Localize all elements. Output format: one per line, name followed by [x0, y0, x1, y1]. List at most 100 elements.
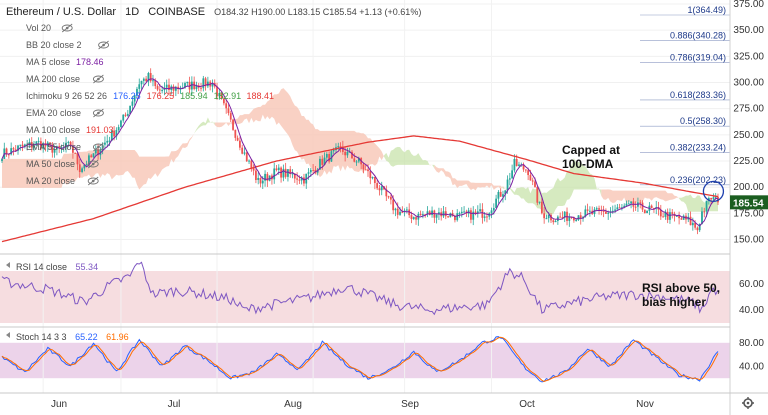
rsi-legend-value: 55.34: [76, 262, 99, 272]
price-tick-label: 175.00: [733, 208, 764, 219]
candle-body: [179, 88, 182, 90]
ma100-line: [1, 135, 719, 243]
candle-body: [250, 160, 253, 168]
candle-body: [110, 130, 113, 141]
last-price-text: 185.54: [733, 198, 764, 209]
last-price-badge-bg: [730, 195, 768, 210]
indicator-label: EMA 55 close: [26, 142, 81, 152]
symbol-title: Ethereum / U.S. Dollar: [6, 6, 116, 18]
eye-slash: [93, 108, 104, 118]
candle-body: [106, 140, 109, 143]
candle-body: [376, 183, 379, 189]
candle-body: [339, 146, 342, 148]
time-tick-label: Sep: [401, 399, 419, 410]
candle-body: [415, 217, 417, 220]
candle-body: [74, 152, 77, 154]
eye-outline: [61, 24, 73, 32]
candle-body: [355, 161, 358, 163]
candle-body: [511, 170, 514, 179]
collapse-caret-icon[interactable]: [6, 262, 10, 268]
indicator-label: Ichimoku 9 26 52 26 176.25 176.25 185.94 182…: [26, 91, 274, 101]
fib-label: 0.236(202.23): [670, 175, 726, 185]
candle-body: [346, 151, 349, 156]
candle-body: [184, 83, 186, 88]
ohlc-values: O184.32 H190.00 L183.15 C185.54 +1.13 (+…: [214, 7, 421, 17]
candle-body: [518, 164, 520, 167]
candle-body: [689, 216, 692, 226]
candle-body: [287, 169, 289, 177]
last-price-badge: 185.54: [730, 195, 768, 210]
stoch-tick-label: 80.00: [739, 338, 764, 349]
candle-body: [243, 152, 246, 154]
visibility-eye-icon[interactable]: [61, 23, 73, 33]
candle-body: [524, 169, 527, 171]
candle-body: [284, 168, 287, 177]
candle-body: [367, 169, 369, 172]
candle-body: [56, 146, 58, 150]
candle-body: [264, 173, 266, 181]
candle-body: [586, 209, 589, 211]
candle-body: [97, 149, 99, 156]
candle-body: [90, 155, 93, 158]
candle-body: [630, 201, 632, 204]
candle-body: [168, 84, 170, 91]
candle-body: [691, 222, 694, 226]
candle-body: [85, 164, 88, 166]
candle-body: [190, 81, 193, 90]
candle-body: [458, 213, 461, 215]
visibility-eye-icon[interactable]: [92, 142, 104, 152]
candle-body: [387, 196, 390, 198]
price-tick-label: 150.00: [733, 235, 764, 246]
indicator-label: BB 20 close 2: [26, 40, 82, 50]
candle-body: [621, 207, 623, 209]
candle-body: [298, 179, 301, 181]
ma5-line: [1, 78, 719, 227]
candle-body: [666, 211, 669, 220]
candle-body: [312, 169, 315, 171]
candle-body: [108, 140, 111, 142]
candle-body: [460, 211, 463, 214]
visibility-eye-icon[interactable]: [92, 108, 104, 118]
candle-body: [653, 208, 655, 210]
candle-body: [248, 160, 250, 162]
candle-body: [552, 220, 555, 223]
candle-body: [529, 175, 532, 181]
candle-body: [309, 169, 312, 173]
candle-body: [554, 220, 557, 223]
candle-body: [563, 211, 566, 218]
candle-body: [268, 175, 271, 181]
rsi-axis: 60.00 40.00: [739, 279, 764, 316]
candle-body: [67, 141, 70, 143]
visibility-eye-icon[interactable]: [87, 159, 99, 169]
candle-body: [328, 154, 331, 162]
candle-body: [497, 191, 500, 199]
candle-body: [177, 86, 180, 89]
candle-body: [227, 108, 230, 114]
candle-body: [714, 196, 717, 198]
candle-body: [410, 215, 413, 219]
candle-body: [506, 179, 509, 191]
candle-body: [69, 141, 72, 147]
candle-body: [330, 151, 333, 162]
stoch-tick-label: 40.00: [739, 361, 764, 372]
candle-body: [174, 86, 177, 91]
candle-body: [266, 173, 269, 181]
candle-body: [293, 173, 296, 179]
indicator-label: MA 100 close 191.03: [26, 125, 114, 135]
candle-body: [705, 200, 708, 212]
visibility-eye-icon[interactable]: [98, 40, 110, 50]
eye-slash: [93, 142, 104, 152]
time-tick-label: Jul: [168, 399, 181, 410]
candle-body: [1, 158, 3, 162]
time-tick-label: Jun: [51, 399, 67, 410]
candle-body: [332, 150, 335, 152]
visibility-eye-icon[interactable]: [87, 176, 99, 186]
settings-gear-icon[interactable]: [742, 397, 754, 409]
collapse-caret-icon[interactable]: [6, 332, 10, 338]
candle-body: [380, 186, 383, 191]
candle-body: [579, 215, 582, 219]
visibility-eye-icon[interactable]: [92, 74, 104, 84]
candle-body: [618, 207, 621, 209]
eye-slash: [93, 74, 104, 84]
